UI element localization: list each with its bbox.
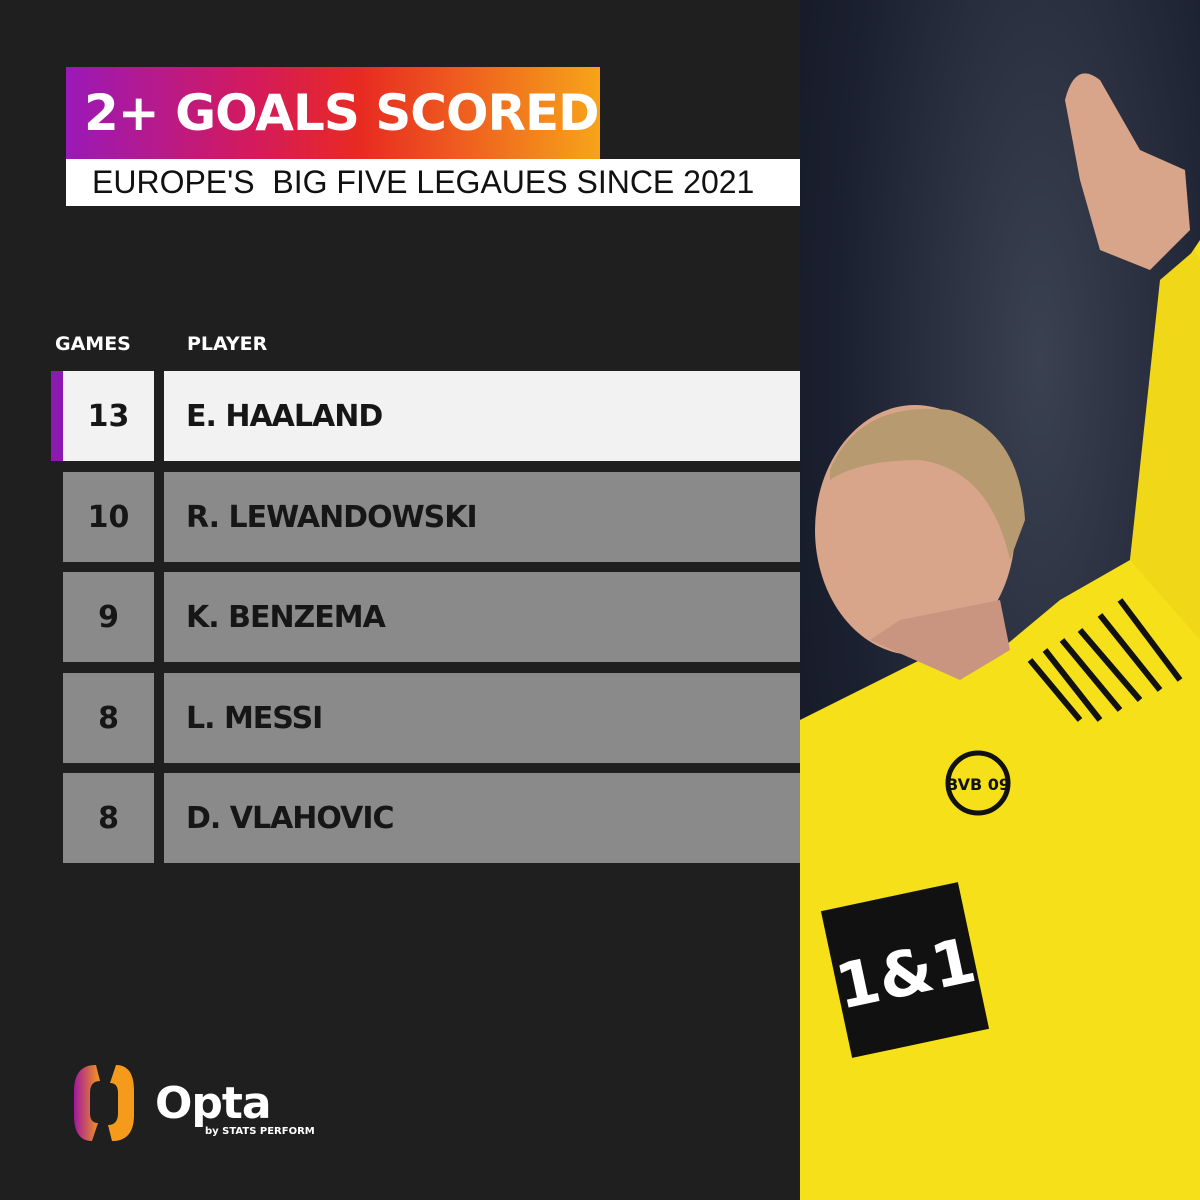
table-row: 10 R. LEWANDOWSKI [63,472,800,562]
player-column-header: PLAYER [187,333,268,355]
player-cell: E. HAALAND [164,371,800,461]
subtitle-banner: EUROPE'S BIG FIVE LEGAUES SINCE 2021 [66,159,815,206]
player-cell: R. LEWANDOWSKI [164,472,800,562]
player-cell: D. VLAHOVIC [164,773,800,863]
table-row: 13 E. HAALAND [63,371,800,461]
table-row: 8 L. MESSI [63,673,800,763]
highlight-accent-bar [51,371,63,461]
table-row: 8 D. VLAHOVIC [63,773,800,863]
games-cell: 8 [63,773,154,863]
player-photo: BVB 09 1&1 [800,0,1200,1200]
games-cell: 8 [63,673,154,763]
games-column-header: GAMES [55,333,131,355]
player-cell: K. BENZEMA [164,572,800,662]
games-cell: 13 [63,371,154,461]
opta-tagline: by STATS PERFORM [205,1126,315,1137]
title-banner: 2+ GOALS SCORED [66,67,600,159]
games-cell: 10 [63,472,154,562]
opta-logo-text: Opta [155,1078,272,1129]
opta-logo-icon [72,1063,136,1147]
table-row: 9 K. BENZEMA [63,572,800,662]
player-cell: L. MESSI [164,673,800,763]
crest-text: BVB 09 [946,775,1010,794]
games-cell: 9 [63,572,154,662]
player-illustration: BVB 09 1&1 [800,73,1200,1200]
